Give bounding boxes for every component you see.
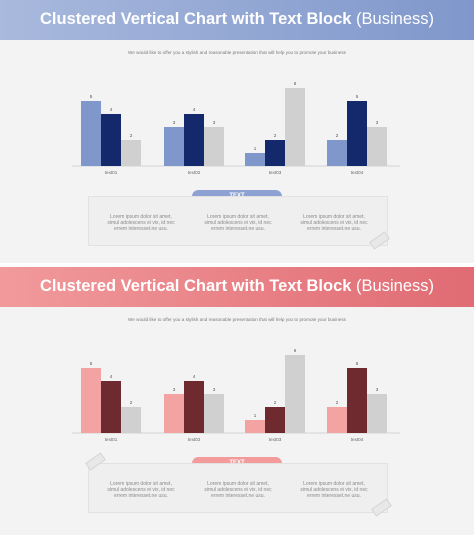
- bar: [285, 355, 305, 433]
- data-label: 3: [376, 120, 379, 125]
- bar: [367, 127, 387, 166]
- data-label: 1: [254, 413, 257, 418]
- slide-blue: Clustered Vertical Chart with Text Block…: [0, 0, 474, 263]
- data-label: 2: [130, 400, 133, 405]
- data-label: 4: [193, 374, 196, 379]
- text-column-2: Lorem ipsum dolor sit amet, simul adoles…: [204, 214, 272, 232]
- bar: [121, 407, 141, 433]
- bar: [245, 420, 265, 433]
- text-column-1: Lorem ipsum dolor sit amet, simul adoles…: [107, 214, 175, 232]
- bar: [285, 88, 305, 166]
- data-label: 4: [193, 107, 196, 112]
- bar: [164, 394, 184, 433]
- x-tick-label: text03: [269, 170, 282, 175]
- bar: [101, 114, 121, 166]
- data-label: 3: [213, 387, 216, 392]
- data-label: 1: [254, 146, 257, 151]
- title-main: Clustered Vertical Chart with Text Block: [40, 277, 352, 295]
- data-label: 3: [213, 120, 216, 125]
- text-column-1: Lorem ipsum dolor sit amet, simul adoles…: [107, 481, 175, 499]
- bar: [164, 127, 184, 166]
- slide-title: Clustered Vertical Chart with Text Block…: [0, 277, 474, 296]
- bar: [327, 140, 347, 166]
- data-label: 2: [274, 133, 277, 138]
- bar: [347, 101, 367, 166]
- text-column-3: Lorem ipsum dolor sit amet, simul adoles…: [300, 481, 368, 499]
- data-label: 2: [336, 400, 339, 405]
- bar: [121, 140, 141, 166]
- text-column-2: Lorem ipsum dolor sit amet, simul adoles…: [204, 481, 272, 499]
- x-tick-label: text03: [269, 437, 282, 442]
- text-block: Lorem ipsum dolor sit amet, simul adoles…: [88, 463, 388, 513]
- data-label: 5: [90, 361, 93, 366]
- bar-chart: 5 4 2 text01 3 4 3 text02 1 2 6 text03 2 5 3 text04: [72, 348, 400, 442]
- x-tick-label: text04: [351, 170, 364, 175]
- slide-title: Clustered Vertical Chart with Text Block…: [0, 10, 474, 29]
- bar: [245, 153, 265, 166]
- bar-chart: 5 4 2 text01 3 4 3 text02 1 2 6 text03 2 5 3 text04: [72, 81, 400, 175]
- bar: [81, 101, 101, 166]
- x-tick-label: text04: [351, 437, 364, 442]
- title-sub: (Business): [356, 10, 434, 28]
- title-banner: Clustered Vertical Chart with Text Block…: [0, 267, 474, 307]
- text-block: Lorem ipsum dolor sit amet, simul adoles…: [88, 196, 388, 246]
- bar: [184, 381, 204, 433]
- data-label: 3: [376, 387, 379, 392]
- title-banner: Clustered Vertical Chart with Text Block…: [0, 0, 474, 40]
- text-column-3: Lorem ipsum dolor sit amet, simul adoles…: [300, 214, 368, 232]
- x-tick-label: text01: [105, 170, 118, 175]
- slide-red: Clustered Vertical Chart with Text Block…: [0, 267, 474, 535]
- data-label: 6: [294, 81, 297, 86]
- data-label: 4: [110, 374, 113, 379]
- data-label: 2: [130, 133, 133, 138]
- bar: [81, 368, 101, 433]
- data-label: 2: [336, 133, 339, 138]
- bar: [204, 127, 224, 166]
- data-label: 4: [110, 107, 113, 112]
- bar: [101, 381, 121, 433]
- bar: [347, 368, 367, 433]
- slide-subtitle: We would like to offer you a stylish and…: [128, 317, 346, 322]
- title-main: Clustered Vertical Chart with Text Block: [40, 10, 352, 28]
- x-tick-label: text01: [105, 437, 118, 442]
- data-label: 2: [274, 400, 277, 405]
- bar: [204, 394, 224, 433]
- bar: [265, 407, 285, 433]
- bar: [327, 407, 347, 433]
- data-label: 6: [294, 348, 297, 353]
- title-sub: (Business): [356, 277, 434, 295]
- bar: [184, 114, 204, 166]
- data-label: 5: [90, 94, 93, 99]
- bar: [265, 140, 285, 166]
- x-tick-label: text02: [188, 437, 201, 442]
- data-label: 3: [173, 120, 176, 125]
- x-tick-label: text02: [188, 170, 201, 175]
- data-label: 5: [356, 94, 359, 99]
- slide-subtitle: We would like to offer you a stylish and…: [128, 50, 346, 55]
- data-label: 3: [173, 387, 176, 392]
- bar: [367, 394, 387, 433]
- data-label: 5: [356, 361, 359, 366]
